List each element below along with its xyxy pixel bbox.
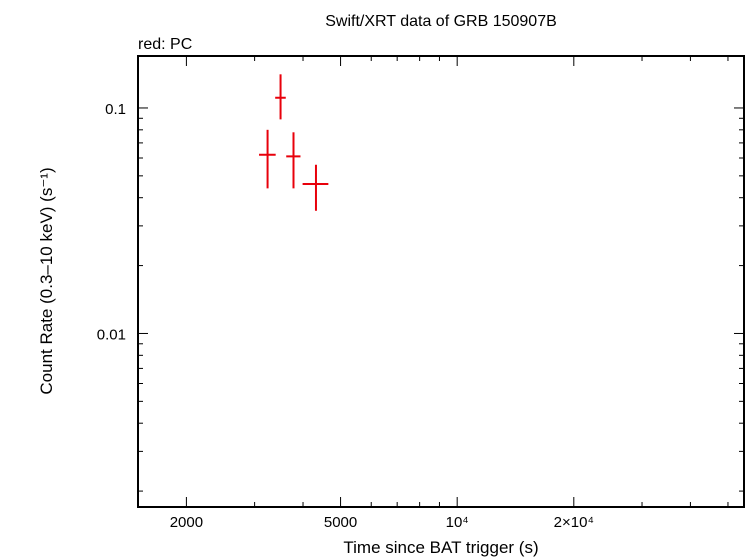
- y-tick-label: 0.01: [97, 326, 126, 343]
- x-axis-label: Time since BAT trigger (s): [343, 538, 538, 557]
- x-tick-label: 10⁴: [446, 514, 469, 531]
- axis-ticks: 2000 5000 10⁴ 2×10⁴ 0.1 0.01: [97, 56, 744, 531]
- data-point: [259, 129, 276, 189]
- y-axis-label: Count Rate (0.3–10 keV) (s⁻¹): [37, 167, 56, 394]
- chart-title: Swift/XRT data of GRB 150907B: [325, 13, 557, 30]
- data-point: [286, 132, 301, 189]
- data-points: [259, 74, 329, 211]
- data-point: [302, 164, 329, 211]
- plot-frame: [137, 55, 745, 508]
- data-point: [275, 74, 286, 120]
- x-tick-label: 5000: [324, 514, 357, 531]
- chart-subtitle: red: PC: [138, 36, 192, 53]
- x-tick-label: 2×10⁴: [554, 514, 594, 531]
- y-tick-label: 0.1: [105, 101, 126, 118]
- x-tick-label: 2000: [170, 514, 203, 531]
